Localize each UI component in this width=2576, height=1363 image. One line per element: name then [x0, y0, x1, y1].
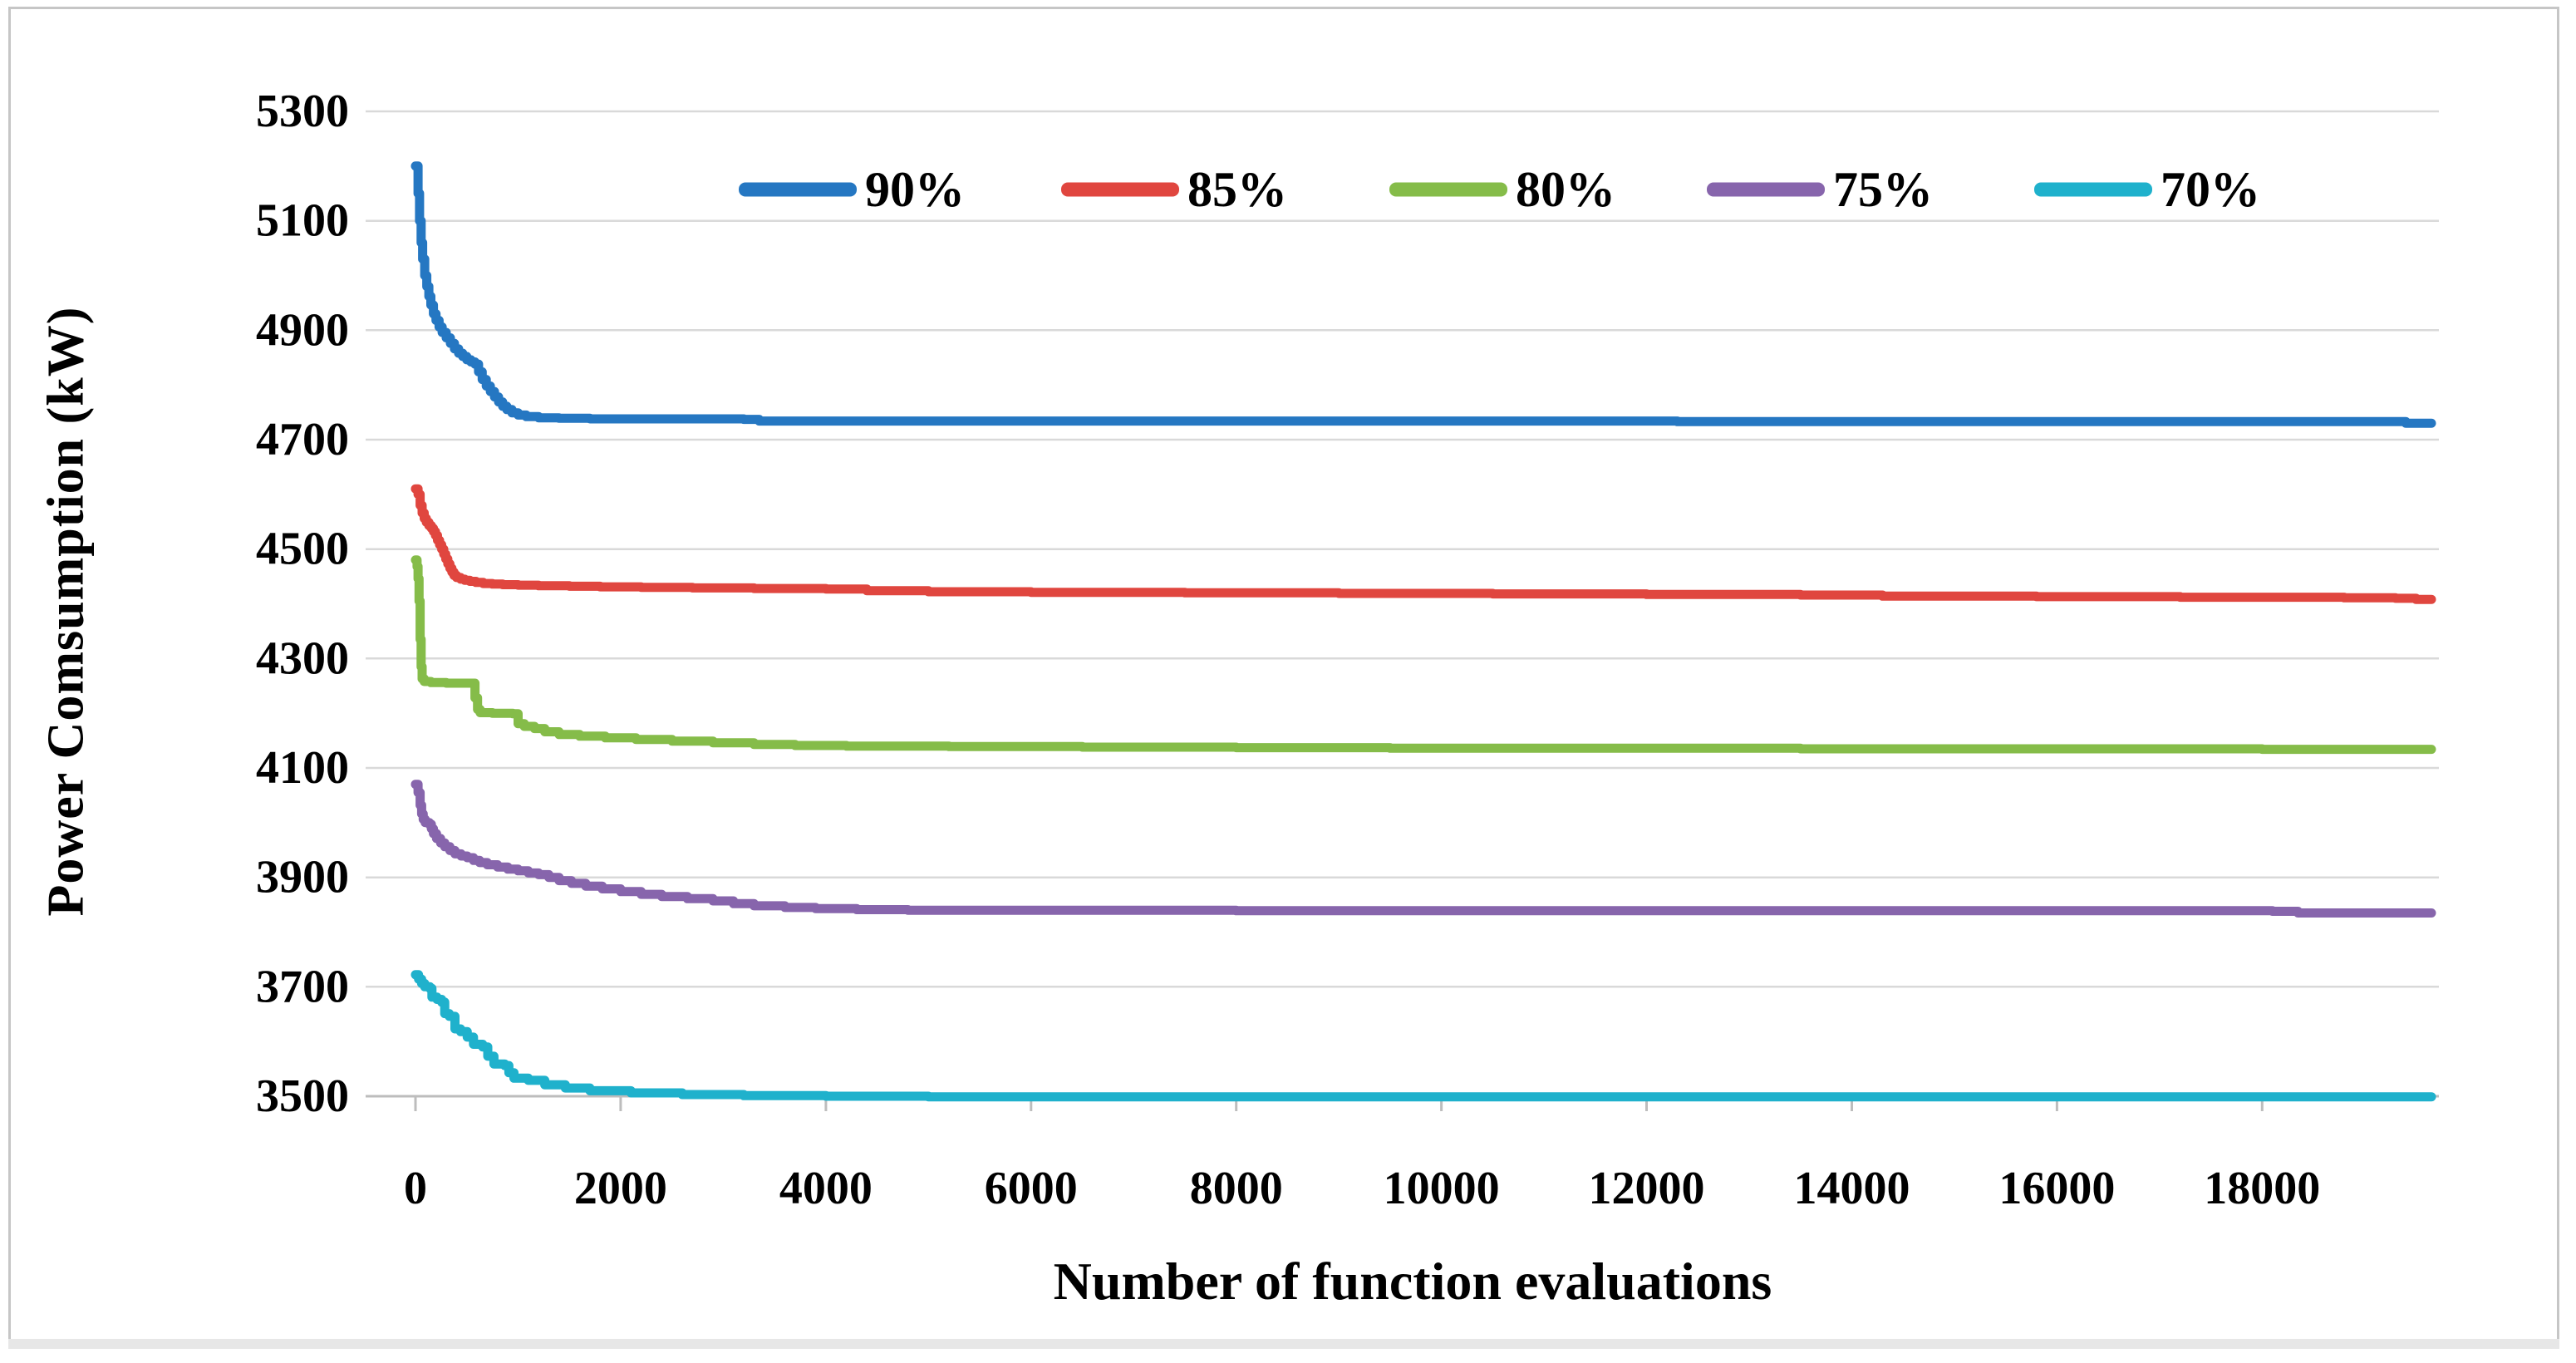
x-tick-label: 12000: [1589, 1163, 1705, 1214]
legend-label: 70%: [2161, 162, 2260, 217]
x-tick-label: 8000: [1190, 1163, 1283, 1214]
legend-label: 90%: [865, 162, 965, 217]
legend-swatch: [739, 182, 857, 197]
legend-label: 85%: [1187, 162, 1287, 217]
legend-label: 80%: [1516, 162, 1615, 217]
legend-item-85%: 85%: [1061, 162, 1287, 217]
card-shadow: [8, 1339, 2559, 1349]
x-tick-label: 2000: [574, 1163, 667, 1214]
legend-swatch: [2034, 182, 2152, 197]
y-tick-label: 5100: [256, 195, 349, 247]
legend-item-90%: 90%: [739, 162, 965, 217]
y-tick-label: 4300: [256, 632, 349, 684]
x-tick-label: 6000: [985, 1163, 1078, 1214]
y-tick-label: 3500: [256, 1070, 349, 1122]
legend-item-70%: 70%: [2034, 162, 2260, 217]
y-tick-label: 4500: [256, 524, 349, 575]
series-line-75%: [410, 780, 2436, 918]
chart-card: [8, 7, 2559, 1341]
y-tick-label: 4100: [256, 742, 349, 794]
y-tick-label: 3700: [256, 961, 349, 1012]
series-line-85%: [410, 484, 2436, 604]
series-line-70%: [410, 970, 2436, 1102]
x-tick-label: 4000: [779, 1163, 873, 1214]
legend-swatch: [1389, 182, 1507, 197]
legend-item-75%: 75%: [1707, 162, 1933, 217]
legend-swatch: [1707, 182, 1825, 197]
legend-label: 75%: [1833, 162, 1933, 217]
y-tick-label: 4900: [256, 304, 349, 356]
x-tick-label: 0: [404, 1163, 427, 1214]
legend-swatch: [1061, 182, 1179, 197]
x-tick-label: 10000: [1384, 1163, 1500, 1214]
legend-item-80%: 80%: [1389, 162, 1615, 217]
series-line-80%: [410, 555, 2436, 755]
y-tick-label: 5300: [256, 86, 349, 137]
x-tick-label: 18000: [2204, 1163, 2320, 1214]
series-line-90%: [410, 161, 2436, 428]
x-tick-label: 16000: [1998, 1163, 2115, 1214]
x-tick-label: 14000: [1794, 1163, 1910, 1214]
x-axis-title: Number of function evaluations: [1053, 1252, 1772, 1311]
y-tick-label: 4700: [256, 414, 349, 465]
y-tick-label: 3900: [256, 852, 349, 903]
